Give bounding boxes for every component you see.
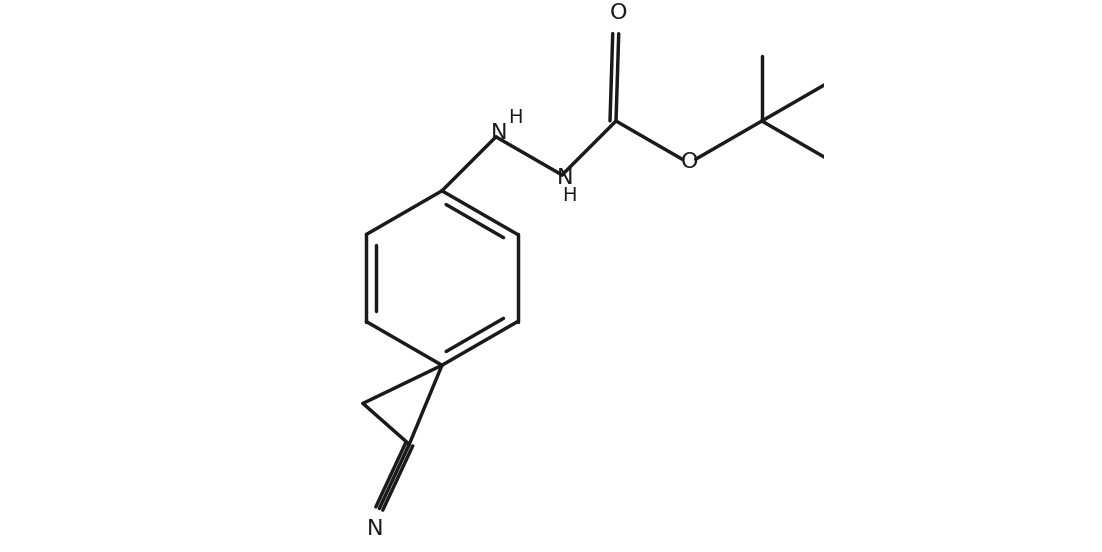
Text: H: H bbox=[508, 108, 522, 128]
Text: H: H bbox=[562, 185, 576, 205]
Text: N: N bbox=[367, 519, 383, 539]
Text: O: O bbox=[611, 3, 627, 23]
Text: N: N bbox=[490, 123, 507, 143]
Text: O: O bbox=[680, 152, 698, 172]
Text: N: N bbox=[557, 168, 573, 188]
